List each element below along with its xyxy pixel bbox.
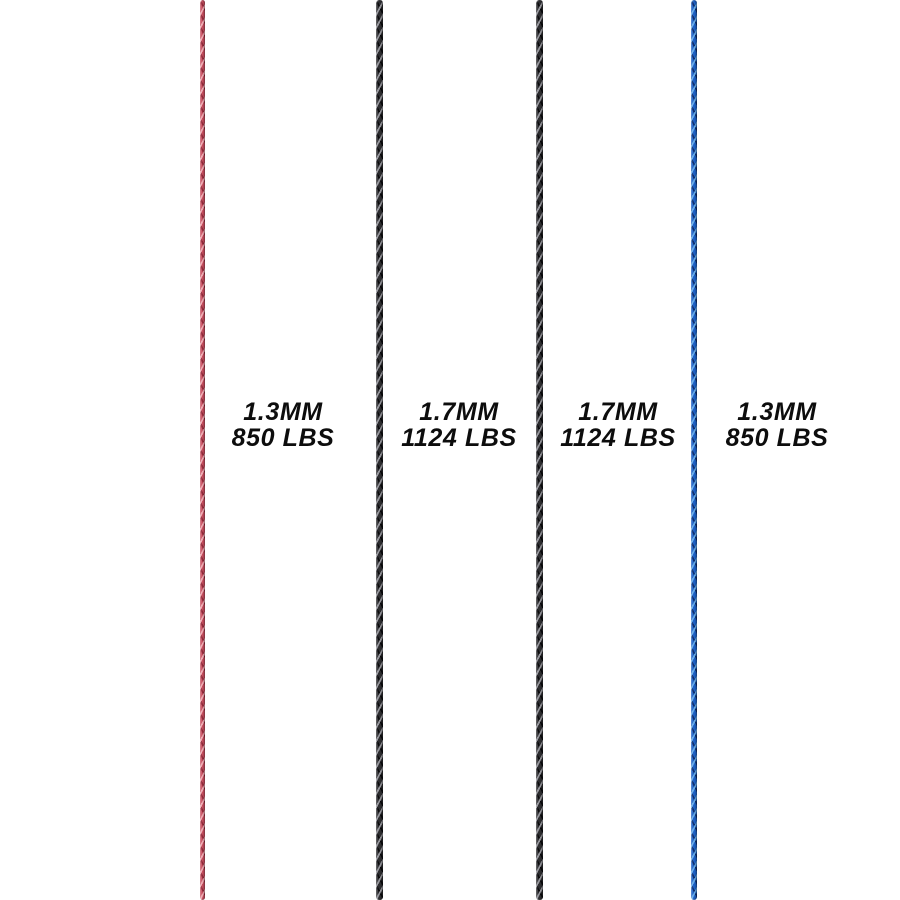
cord-pink-red (200, 0, 205, 900)
strength-text: 1124 LBS (560, 424, 676, 452)
spec-label-pink-red: 1.3MM 850 LBS (232, 399, 335, 451)
spec-label-blue: 1.3MM 850 LBS (726, 399, 829, 451)
strength-text: 1124 LBS (401, 424, 517, 452)
diameter-text: 1.7MM (419, 398, 499, 426)
diameter-text: 1.3MM (243, 398, 323, 426)
spec-label-black-left: 1.7MM 1124 LBS (401, 399, 517, 451)
cord-blue (691, 0, 697, 900)
spec-label-black-right: 1.7MM 1124 LBS (560, 399, 676, 451)
diameter-text: 1.7MM (578, 398, 658, 426)
strength-text: 850 LBS (725, 424, 829, 452)
cord-black-left (376, 0, 383, 900)
strength-text: 850 LBS (231, 424, 335, 452)
diameter-text: 1.3MM (737, 398, 817, 426)
cord-black-right (536, 0, 543, 900)
